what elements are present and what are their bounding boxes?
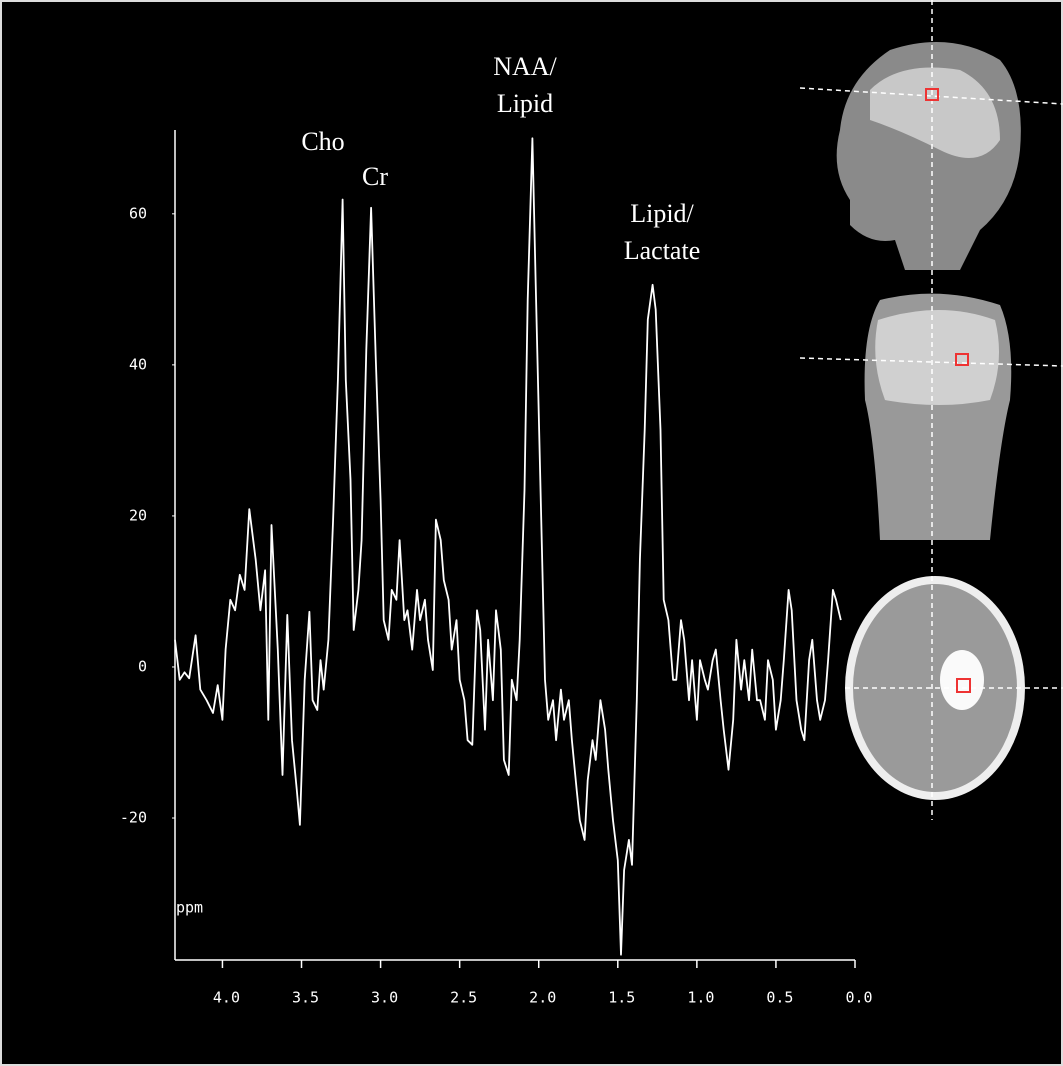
x-tick-label: 1.5 [608, 989, 635, 1007]
peak-label: Lipid/ [630, 199, 694, 228]
peak-label: Lactate [624, 236, 701, 265]
x-tick-label: 2.0 [529, 989, 556, 1007]
x-tick-label: 1.0 [687, 989, 714, 1007]
y-tick-label: 60 [129, 204, 147, 222]
peak-label: Cr [362, 162, 388, 191]
y-tick-label: 0 [138, 657, 147, 675]
x-tick-label: 0.0 [845, 989, 872, 1007]
x-tick-label: 2.5 [450, 989, 477, 1007]
x-tick-label: 3.5 [292, 989, 319, 1007]
x-tick-label: 0.5 [766, 989, 793, 1007]
peak-label: Lipid [497, 89, 553, 118]
x-tick-label: 4.0 [213, 989, 240, 1007]
y-tick-label: -20 [120, 809, 147, 827]
x-axis-label: ppm [176, 899, 203, 917]
x-tick-label: 3.0 [371, 989, 398, 1007]
y-tick-label: 40 [129, 355, 147, 373]
chart: ppm -20 0 20 40 60 4.0 3.5 3.0 2.5 2.0 1.5 1.0 0.5 0.… [0, 0, 1063, 1066]
coronal-brain [875, 310, 999, 405]
y-tick-label: 20 [129, 506, 147, 524]
peak-label: NAA/ [493, 52, 557, 81]
peak-label: Cho [301, 127, 344, 156]
